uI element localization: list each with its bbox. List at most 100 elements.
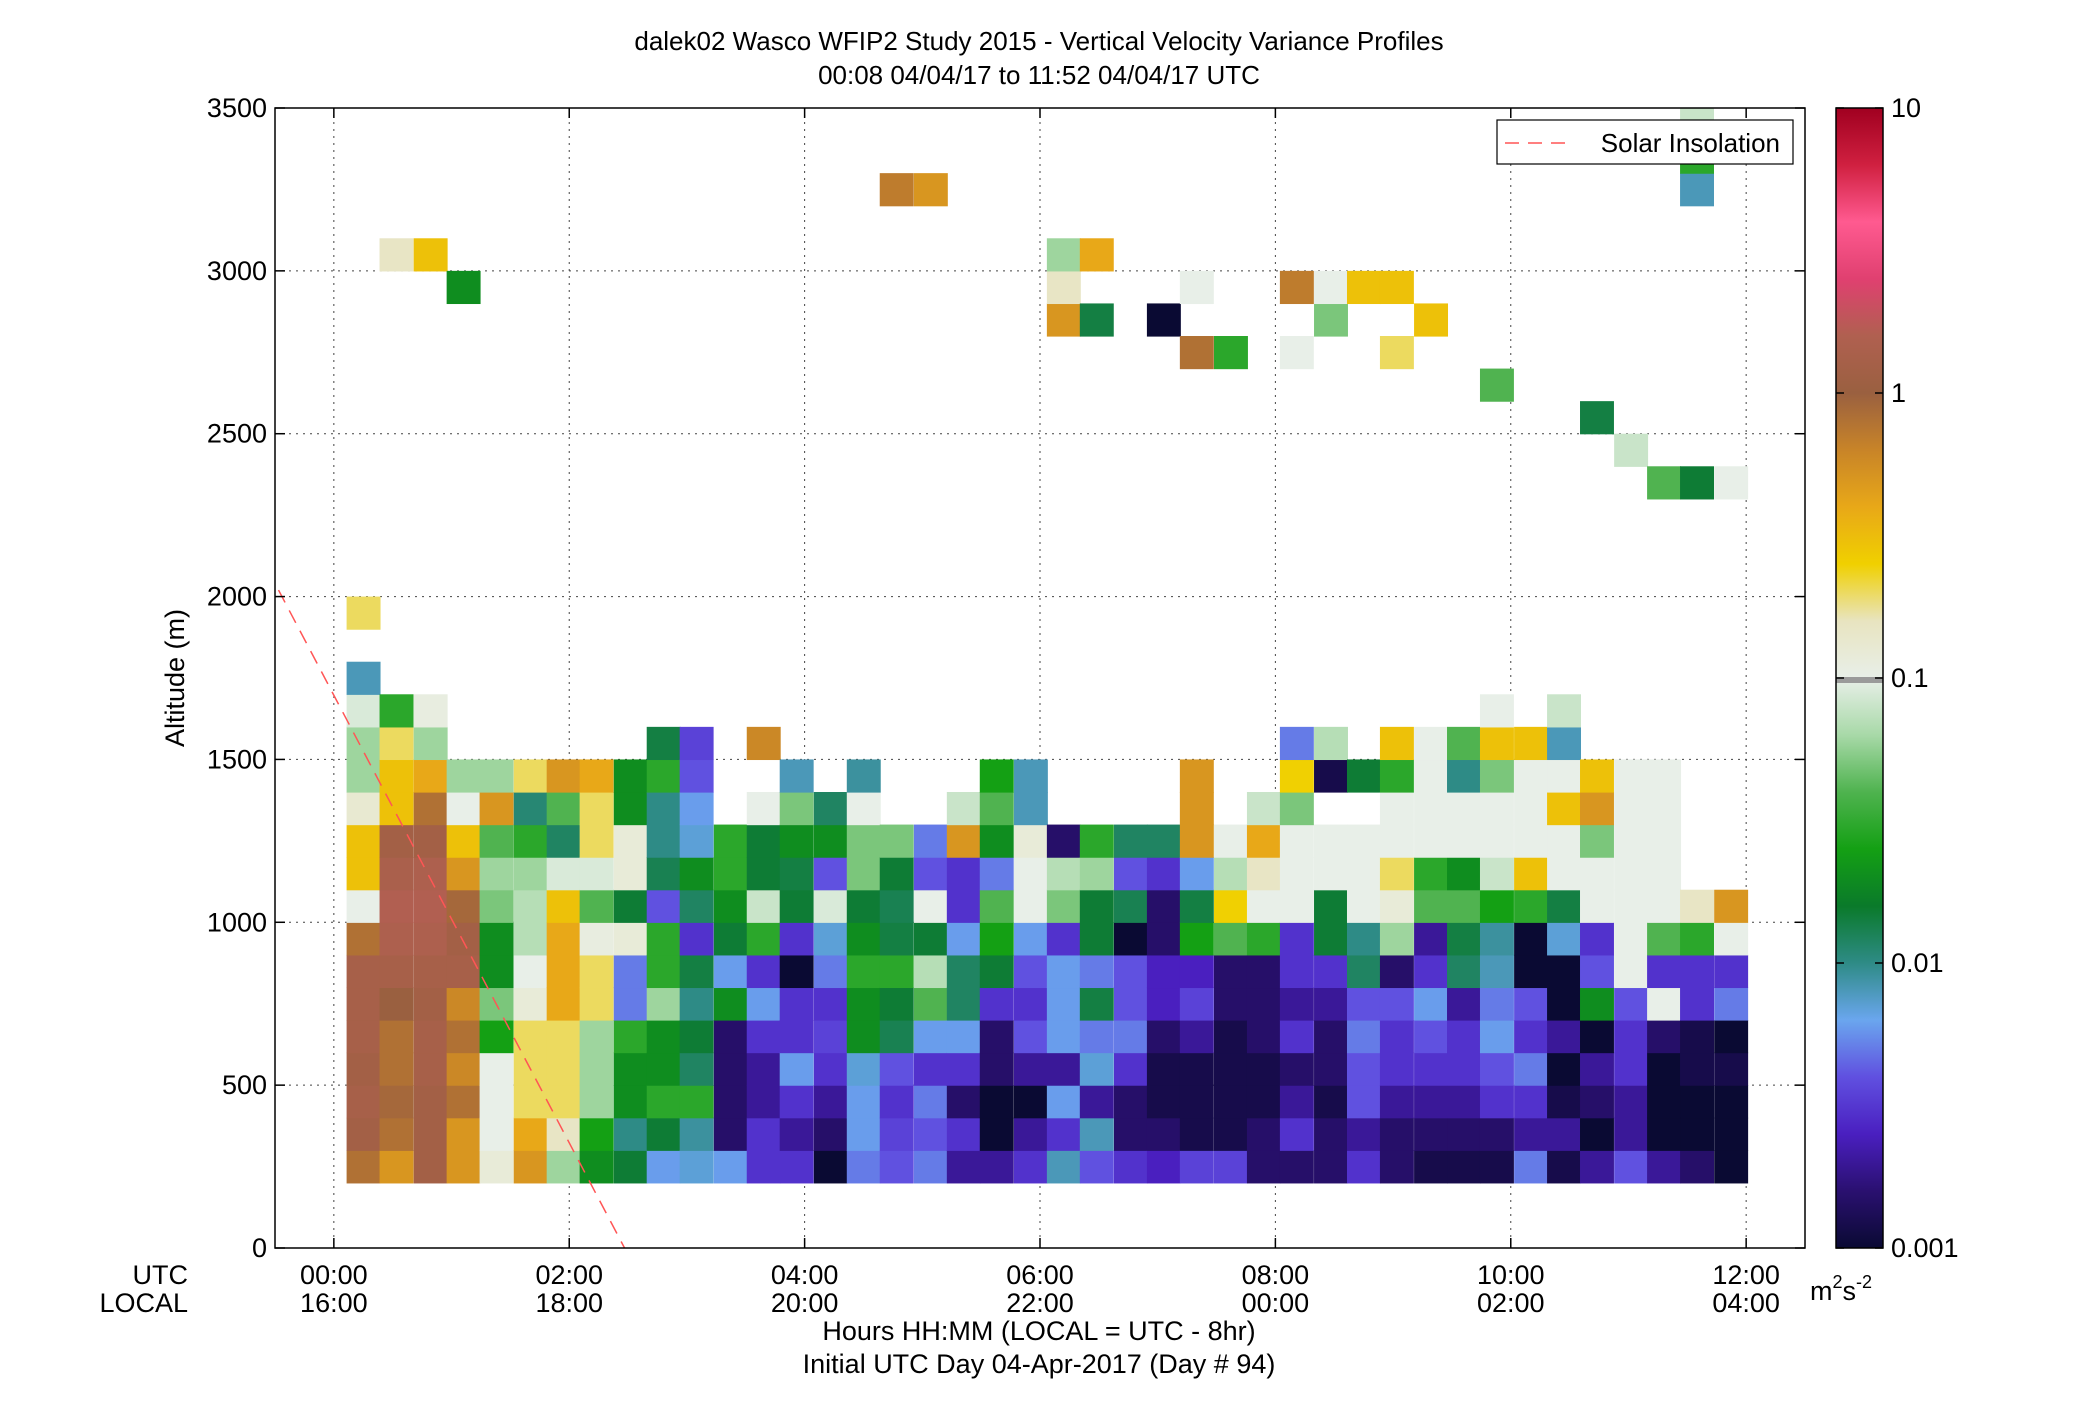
variance-cell (1179, 889, 1214, 923)
variance-cell (779, 857, 814, 891)
variance-cell (1614, 759, 1649, 793)
variance-cell (713, 889, 748, 923)
variance-cell (546, 987, 581, 1021)
variance-cell (1479, 1085, 1514, 1119)
variance-cell (346, 1117, 381, 1151)
x-tick-label-utc: 02:00 (535, 1260, 603, 1290)
variance-cell (513, 987, 548, 1021)
colorbar-unit-sup2: -2 (1856, 1272, 1872, 1292)
variance-cell (413, 1020, 448, 1054)
variance-cell (379, 824, 414, 858)
variance-cell (513, 1117, 548, 1151)
variance-cell (613, 824, 648, 858)
variance-cell (1547, 889, 1582, 923)
variance-cell (1547, 1117, 1582, 1151)
variance-cell (1046, 1117, 1081, 1151)
variance-cell (1013, 922, 1048, 956)
variance-cell (379, 1150, 414, 1184)
variance-cell (1547, 694, 1582, 728)
variance-cell (746, 857, 781, 891)
variance-cell (446, 824, 481, 858)
variance-cell (1146, 1150, 1181, 1184)
variance-cell (413, 922, 448, 956)
variance-cell (979, 1150, 1014, 1184)
variance-cell (1614, 954, 1649, 989)
variance-cell (1179, 1085, 1214, 1119)
variance-cell (1479, 922, 1514, 956)
variance-cell (713, 1150, 748, 1184)
variance-cell (1113, 1150, 1148, 1184)
variance-cell (879, 173, 914, 207)
variance-cell (1046, 1052, 1081, 1086)
variance-cell (879, 1150, 914, 1184)
variance-cell (1046, 303, 1081, 337)
x-row-label-local: LOCAL (99, 1288, 188, 1318)
variance-cell (1179, 1020, 1214, 1054)
variance-cell (913, 1020, 948, 1054)
variance-cell (979, 824, 1014, 858)
variance-cell (679, 889, 714, 923)
variance-cell (1680, 466, 1714, 500)
variance-cell (1447, 922, 1481, 956)
variance-cell (1647, 857, 1682, 891)
variance-cell (546, 922, 581, 956)
variance-cell (1346, 1150, 1381, 1184)
variance-cell (1479, 792, 1514, 826)
variance-cell (679, 792, 714, 826)
variance-cell (879, 1085, 914, 1119)
variance-cell (1514, 824, 1549, 858)
variance-cell (1414, 759, 1449, 793)
variance-cell (546, 1150, 581, 1184)
variance-cell (1614, 857, 1649, 891)
variance-cell (1346, 1052, 1381, 1086)
variance-cell (646, 792, 681, 826)
variance-cell (346, 759, 381, 793)
variance-cell (1179, 1150, 1214, 1184)
variance-cell (579, 759, 614, 793)
variance-cell (1647, 1085, 1682, 1119)
variance-cell (1179, 759, 1214, 793)
variance-cell (813, 824, 848, 858)
variance-cell (613, 889, 648, 923)
variance-cell (379, 1052, 414, 1086)
variance-cell (1514, 759, 1549, 793)
variance-cell (813, 1150, 848, 1184)
variance-cell (1647, 987, 1682, 1021)
variance-cell (1314, 270, 1348, 305)
variance-cell (379, 759, 414, 793)
variance-cell (1279, 792, 1314, 826)
variance-cell (1013, 1117, 1048, 1151)
variance-cell (1013, 792, 1048, 826)
variance-cell (546, 824, 581, 858)
variance-cell (1580, 792, 1614, 826)
variance-cell (1113, 987, 1148, 1021)
variance-cell (446, 759, 481, 793)
variance-cell (846, 857, 881, 891)
variance-cell (879, 824, 914, 858)
variance-cell (613, 922, 648, 956)
variance-cell (1379, 1052, 1414, 1086)
variance-cell (1046, 238, 1081, 272)
variance-cell (1714, 1150, 1749, 1184)
variance-cell (379, 694, 414, 728)
variance-cell (1279, 336, 1314, 370)
variance-cell (1414, 303, 1449, 337)
variance-cell (813, 987, 848, 1021)
variance-cell (1314, 1150, 1348, 1184)
variance-cell (1547, 954, 1582, 989)
variance-cell (913, 954, 948, 989)
variance-cell (1547, 824, 1582, 858)
variance-cell (1179, 270, 1214, 305)
x-tick-label-utc: 04:00 (771, 1260, 839, 1290)
x-tick-label-local: 18:00 (535, 1288, 603, 1318)
variance-cell (1514, 987, 1549, 1021)
variance-cell (1246, 889, 1281, 923)
variance-cell (1213, 1052, 1248, 1086)
variance-cell (846, 987, 881, 1021)
variance-cell (1246, 1052, 1281, 1086)
variance-cell (813, 1020, 848, 1054)
variance-cell (979, 857, 1014, 891)
variance-cell (1447, 792, 1481, 826)
variance-cell (1714, 1052, 1749, 1086)
variance-cell (546, 1117, 581, 1151)
